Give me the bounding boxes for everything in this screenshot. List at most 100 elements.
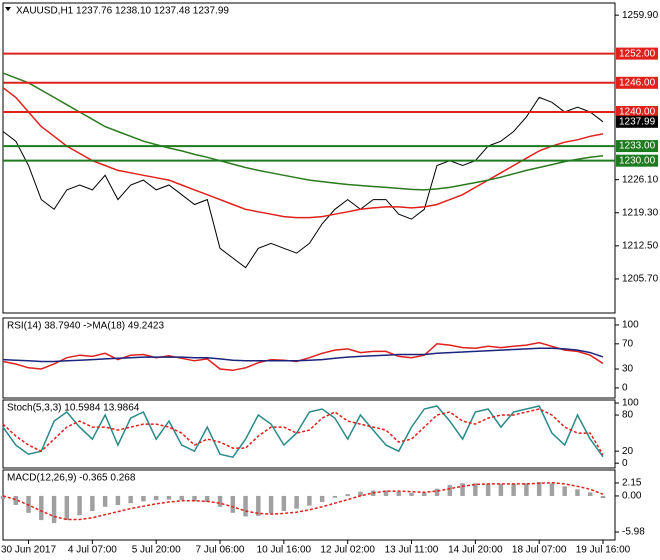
y-tick-label: 100 — [622, 398, 639, 409]
y-tick-label: 1259.90 — [622, 10, 659, 21]
x-tick-label: 4 Jul 07:00 — [68, 545, 117, 556]
menu-arrow[interactable] — [5, 7, 11, 11]
histogram-bar — [102, 495, 108, 507]
histogram-bar — [39, 495, 44, 521]
level-label-box — [616, 106, 658, 119]
x-tick-label: 30 Jun 2017 — [1, 545, 56, 556]
last-price-label: 1237.99 — [619, 116, 656, 127]
level-label-box — [616, 76, 658, 89]
y-tick-label: 0.00 — [622, 491, 642, 502]
histogram-bar — [0, 495, 6, 499]
histogram-bar — [345, 494, 350, 496]
y-tick-label: 1226.10 — [622, 174, 659, 185]
histogram-bar — [51, 495, 57, 524]
histogram-bar — [141, 495, 146, 502]
histogram-bar — [294, 495, 299, 509]
level-label-box — [616, 47, 658, 60]
x-tick-label: 19 Jul 16:00 — [576, 545, 631, 556]
x-tick-label: 10 Jul 16:00 — [257, 545, 312, 556]
histogram-bar — [473, 483, 478, 496]
x-tick-label: 7 Jul 06:00 — [196, 545, 245, 556]
x-tick-label: 12 Jul 02:00 — [320, 545, 375, 556]
y-tick-label: 80 — [622, 410, 634, 421]
histogram-bar — [332, 495, 338, 498]
histogram-bar — [166, 495, 172, 500]
series-line — [2, 481, 604, 521]
histogram-bar — [409, 492, 414, 496]
y-tick-label: 30 — [622, 364, 634, 375]
series-line — [2, 347, 604, 363]
histogram-bar — [179, 495, 184, 501]
level-label: 1230.00 — [619, 155, 656, 166]
panel-title: XAUUSD,H1 1237.76 1238.10 1237.48 1237.9… — [16, 6, 229, 17]
histogram-bar — [358, 491, 363, 496]
series-line — [2, 405, 604, 459]
y-tick-label: 2.15 — [622, 478, 642, 489]
histogram-bar — [77, 495, 82, 516]
y-tick-label: 100 — [622, 320, 639, 331]
panel-title: MACD(12,26,9) -0.365 0.268 — [7, 473, 136, 484]
histogram-bar — [511, 483, 516, 496]
histogram-bar — [498, 483, 504, 496]
y-tick-label: 70 — [622, 338, 634, 349]
histogram-bar — [217, 495, 223, 507]
panel-frame — [2, 317, 616, 399]
level-label: 1252.00 — [619, 48, 656, 59]
last-price-box — [616, 115, 658, 128]
histogram-bar — [13, 495, 18, 505]
histogram-bar — [319, 495, 325, 502]
x-tick-label: 14 Jul 20:00 — [448, 545, 503, 556]
panel-frame — [2, 2, 616, 314]
x-tick-label: 13 Jul 11:00 — [385, 545, 439, 556]
histogram-bar — [256, 495, 261, 516]
histogram-bar — [422, 492, 427, 496]
y-tick-label: 0 — [622, 458, 628, 469]
series-line — [2, 96, 604, 269]
histogram-bar — [434, 488, 440, 496]
histogram-bar — [562, 486, 567, 496]
series-line — [2, 341, 604, 372]
histogram-bar — [128, 495, 133, 504]
histogram-bar — [524, 483, 529, 496]
level-label-box — [616, 140, 658, 153]
histogram-bar — [549, 483, 555, 496]
histogram-bar — [588, 492, 593, 496]
histogram-bar — [90, 495, 95, 512]
x-tick-label: 18 Jul 07:00 — [512, 545, 567, 556]
x-tick-label: 5 Jul 20:00 — [132, 545, 181, 556]
panel-frame — [2, 399, 616, 469]
series-line — [2, 72, 604, 191]
level-label: 1240.00 — [619, 107, 656, 118]
histogram-bar — [205, 495, 210, 502]
histogram-bar — [153, 495, 159, 501]
histogram-bar — [115, 495, 121, 505]
panel-title: RSI(14) 38.7940 ->MA(18) 49.2423 — [7, 321, 164, 332]
histogram-bar — [383, 490, 389, 496]
y-tick-label: 0 — [622, 383, 628, 394]
series-line — [2, 87, 604, 219]
level-label-box — [616, 154, 658, 167]
histogram-bar — [243, 495, 248, 517]
histogram-bar — [64, 495, 70, 521]
histogram-bar — [268, 495, 274, 514]
histogram-bar — [460, 483, 465, 496]
y-tick-label: 1205.70 — [622, 274, 659, 285]
series-line — [2, 408, 604, 456]
histogram-bar — [396, 491, 401, 496]
panel-frame — [2, 469, 616, 541]
y-tick-label: 1212.50 — [622, 240, 659, 251]
histogram-bar — [307, 495, 312, 506]
panel-title: Stoch(5,3,3) 10.5984 13.9864 — [7, 403, 140, 414]
histogram-bar — [230, 495, 236, 513]
histogram-bar — [447, 485, 453, 496]
histogram-bar — [485, 483, 491, 496]
level-label: 1246.00 — [619, 77, 656, 88]
histogram-bar — [536, 482, 542, 496]
histogram-bar — [575, 489, 580, 496]
y-tick-label: 1219.30 — [622, 207, 659, 218]
histogram-bar — [281, 495, 287, 512]
histogram-bar — [192, 495, 197, 502]
level-label: 1233.00 — [619, 141, 656, 152]
